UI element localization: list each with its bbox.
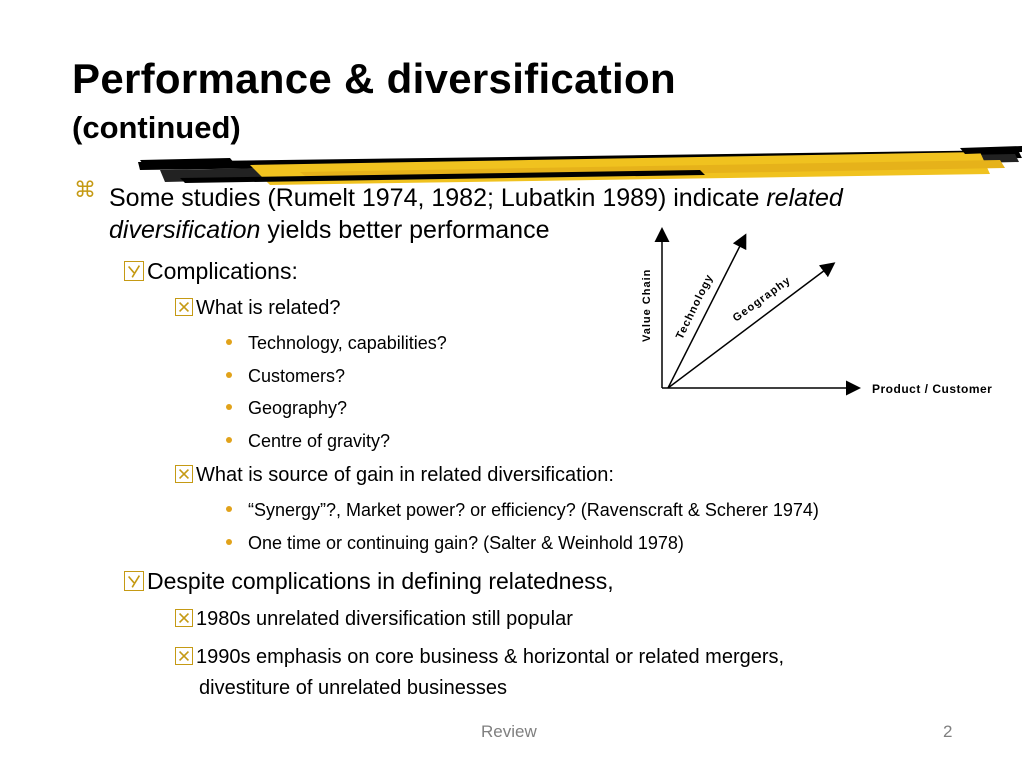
- checkbox-x-icon: [175, 609, 193, 627]
- bullet-dot-icon: [226, 539, 232, 545]
- checkbox-x-icon: [175, 647, 193, 665]
- main-bullet-text: Some studies (Rumelt 1974, 1982; Lubatki…: [109, 184, 760, 212]
- technology-arrow: [667, 233, 747, 389]
- checkbox-x-icon: [175, 298, 193, 316]
- gain-item-1: “Synergy”?, Market power? or efficiency?…: [226, 497, 819, 523]
- footer-title: Review: [481, 722, 537, 741]
- complications-item: Complications:: [124, 256, 298, 286]
- x-axis-label: Product / Customer: [872, 382, 992, 396]
- main-bullet-line-1: Some studies (Rumelt 1974, 1982; Lubatki…: [109, 182, 843, 214]
- bullet-dot-icon: [226, 506, 232, 512]
- main-bullet-italic-2: diversification: [109, 216, 261, 244]
- bullet-dot-icon: [226, 339, 232, 345]
- checkbox-y-icon: [124, 571, 144, 591]
- bullet-dot-icon: [226, 404, 232, 410]
- brush-stroke-divider: [138, 146, 1022, 185]
- complications-text: Complications:: [147, 258, 298, 284]
- bullet-dot-icon: [226, 437, 232, 443]
- despite-sub-1: 1980s unrelated diversification still po…: [175, 605, 573, 633]
- related-item-1: Technology, capabilities?: [226, 330, 447, 356]
- bullet-dot-icon: [226, 372, 232, 378]
- relatedness-diagram: Value Chain Product / Customer Technolog…: [641, 227, 992, 396]
- source-of-gain-text: What is source of gain in related divers…: [196, 464, 614, 486]
- main-bullet-italic: related: [766, 184, 843, 212]
- checkbox-y-icon: [124, 261, 144, 281]
- checkbox-x-icon: [175, 465, 193, 483]
- related-item-4: Centre of gravity?: [226, 428, 390, 454]
- gain-item-2: One time or continuing gain? (Salter & W…: [226, 530, 684, 556]
- geography-arrow: [667, 262, 836, 389]
- despite-item: Despite complications in defining relate…: [124, 566, 614, 596]
- page-number: 2: [943, 722, 953, 741]
- related-item-3: Geography?: [226, 395, 347, 421]
- despite-text: Despite complications in defining relate…: [147, 568, 614, 594]
- source-of-gain-item: What is source of gain in related divers…: [175, 461, 614, 489]
- main-bullet-text-after: yields better performance: [267, 216, 550, 244]
- what-related-text: What is related?: [196, 297, 341, 319]
- despite-sub-2-cont: divestiture of unrelated businesses: [199, 677, 507, 699]
- what-related-item: What is related?: [175, 294, 341, 322]
- command-symbol-icon: ⌘: [74, 178, 96, 203]
- slide-title: Performance & diversification: [72, 55, 676, 102]
- despite-sub-2: 1990s emphasis on core business & horizo…: [175, 643, 784, 671]
- main-bullet-line-2: diversification yields better performanc…: [109, 214, 550, 246]
- y-axis-label: Value Chain: [641, 269, 653, 342]
- related-item-2: Customers?: [226, 363, 345, 389]
- slide-subtitle: (continued): [72, 110, 241, 145]
